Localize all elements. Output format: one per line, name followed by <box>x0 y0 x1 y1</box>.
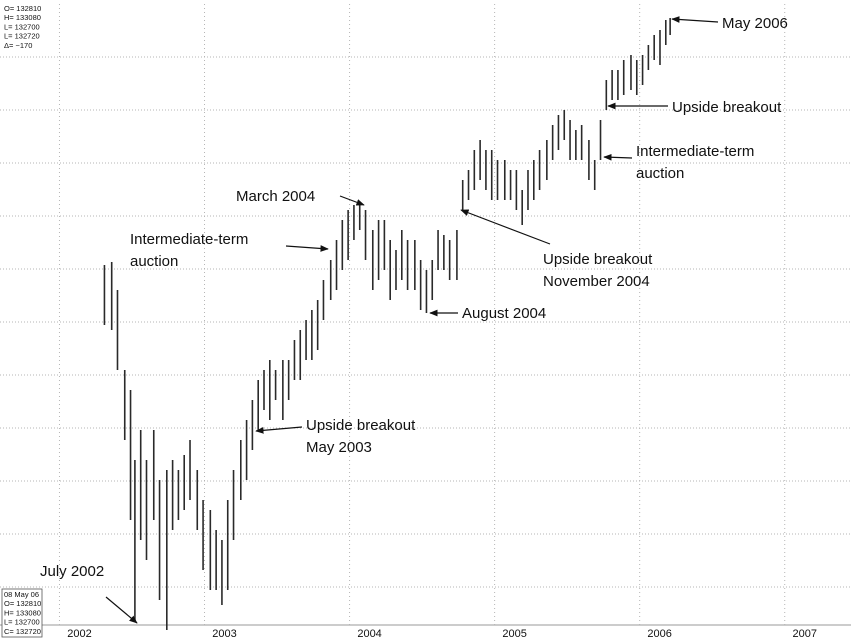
x-tick-label: 2003 <box>212 628 236 639</box>
x-tick-label: 2006 <box>647 628 671 639</box>
x-tick-label: 2004 <box>357 628 381 639</box>
readout-line: O= 132810 <box>4 599 41 608</box>
readout-line: Δ= −170 <box>4 41 32 50</box>
x-tick-label: 2002 <box>67 628 91 639</box>
readout-line: 08 May 06 <box>4 590 39 599</box>
annotation: May 2006 <box>722 15 788 32</box>
annotation: Upside breakout <box>672 99 782 116</box>
annotation: August 2004 <box>462 305 546 322</box>
annotation: auction <box>636 165 684 182</box>
annotation-arrow <box>603 153 633 161</box>
annotation-arrow <box>339 195 365 206</box>
readout-line: O= 132810 <box>4 4 41 13</box>
readout-line: H= 133080 <box>4 608 41 617</box>
annotation: Upside breakout <box>543 251 653 268</box>
annotation: Intermediate-term <box>130 231 248 248</box>
annotation: Upside breakout <box>306 417 416 434</box>
annotation: July 2002 <box>40 563 104 580</box>
annotation: Intermediate-term <box>636 143 754 160</box>
x-tick-label: 2005 <box>502 628 526 639</box>
readout-line: L= 132700 <box>4 22 40 31</box>
readout-line: L= 132720 <box>4 32 40 41</box>
annotation-arrow <box>671 16 719 23</box>
readout-box <box>1 588 43 638</box>
annotation: March 2004 <box>236 188 315 205</box>
annotation: November 2004 <box>543 273 650 290</box>
annotation: auction <box>130 253 178 270</box>
x-tick-label: 2007 <box>792 628 816 639</box>
annotation-arrow <box>460 209 551 245</box>
readout-line: H= 133080 <box>4 13 41 22</box>
readout-line: C= 132720 <box>4 627 41 636</box>
annotation-arrow <box>255 426 303 434</box>
annotation: May 2003 <box>306 439 372 456</box>
annotation-arrow <box>285 245 329 252</box>
readout-box <box>2 3 42 53</box>
annotation-arrow <box>105 596 138 624</box>
readout-line: L= 132700 <box>4 618 40 627</box>
